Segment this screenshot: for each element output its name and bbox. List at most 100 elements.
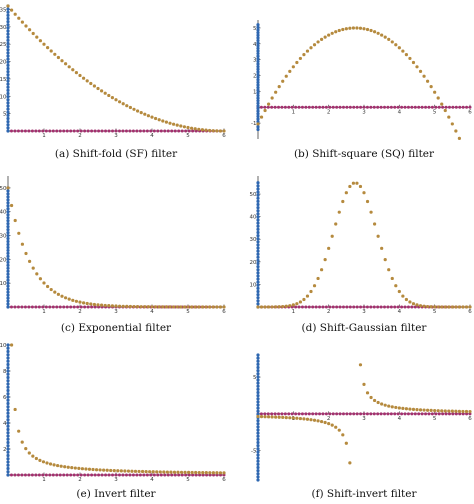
filter-point [426,79,430,83]
filter-point [344,191,348,195]
filter-point [330,423,334,427]
eigenvalue-point [6,395,10,399]
spectrum-point [30,129,34,133]
filter-point [351,181,355,185]
eigenvalue-point [6,287,10,291]
eigenvalue-point [256,403,260,407]
spectrum-point [20,129,24,133]
spectrum-point [321,105,325,109]
x-tick-label: 2 [78,477,82,483]
eigenvalue-point [256,23,260,27]
y-tick-label: 20 [0,60,7,66]
eigenvalue-point [6,463,10,467]
eigenvalue-point [256,62,260,66]
eigenvalue-point [6,302,10,306]
eigenvalue-point [6,57,10,61]
eigenvalue-point [6,107,10,111]
eigenvalue-point [6,91,10,96]
filter-point [320,419,324,424]
filter-point [24,24,28,28]
filter-point [121,102,125,106]
spectrum-point [321,412,325,416]
filter-point [20,242,24,246]
eigenvalue-point [6,385,10,389]
filter-point [376,234,380,238]
x-tick-label: 3 [114,309,118,315]
spectrum-point [362,412,366,416]
spectrum-point [135,473,139,477]
filter-point [362,191,366,195]
x-tick-label: 1 [42,309,46,315]
spectrum-point [48,473,52,477]
filter-point [82,76,86,80]
filter-point [369,395,373,400]
filter-point [208,471,212,475]
eigenvalue-point [256,91,260,95]
spectrum-point [403,305,407,309]
filter-point [218,129,222,133]
spectrum-point [461,412,465,416]
filter-point [118,304,122,308]
filter-point [42,42,46,46]
spectrum-point [277,412,281,416]
x-tick-label: 3 [362,309,366,315]
filter-point [164,305,168,309]
eigenvalue-point [6,278,10,282]
eigenvalue-point [256,206,260,210]
spectrum-point [20,305,24,309]
spectrum-point [69,129,73,133]
spectrum-point [263,412,267,416]
filter-point [358,26,363,30]
y-tick-label: 2 [3,447,7,453]
x-tick-label: 2 [327,416,331,422]
spectrum-point [41,305,45,309]
eigenvalue-point [6,70,10,74]
filter-point [176,470,180,474]
filter-point [96,86,100,91]
filter-point [31,31,35,36]
spectrum-point [259,105,263,109]
filter-point [390,276,394,281]
eigenvalue-point [256,268,260,272]
filter-point [42,281,46,285]
y-tick-label: 35 [0,7,7,13]
spectrum-point [396,105,400,109]
spectrum-point [335,305,339,309]
eigenvalue-point [6,85,10,89]
eigenvalue-point [6,248,10,253]
filter-point [337,210,341,214]
spectrum-point [341,305,345,309]
filter-point [281,304,285,309]
y-tick-label: 40 [250,215,257,221]
spectrum-point [290,412,294,416]
filter-point [309,46,313,50]
eigenvalue-point [256,88,260,92]
filter-point [415,408,419,412]
filter-point [114,98,118,102]
spectrum-point [331,105,335,109]
spectrum-point [121,473,125,477]
filter-point [426,304,430,309]
filter-point [394,284,398,288]
spectrum-point [23,129,27,133]
spectrum-point [16,473,20,477]
eigenvalue-point [6,210,10,214]
filter-point [162,470,166,474]
eigenvalue-point [6,35,10,39]
x-tick-label: 2 [78,309,82,315]
filter-point [10,343,14,347]
filter-point [447,409,451,413]
spectrum-point [410,412,414,416]
filter-point [132,304,136,309]
filter-point [365,199,370,204]
filter-point [355,26,359,30]
eigenvalue-point [6,192,10,196]
spectrum-point [263,105,267,109]
filter-point [128,105,132,110]
filter-point [397,46,401,50]
eigenvalue-point [256,299,260,303]
eigenvalue-point [256,218,260,222]
eigenvalue-point [256,25,260,29]
filter-point [85,301,89,306]
x-tick-label: 5 [433,109,437,115]
